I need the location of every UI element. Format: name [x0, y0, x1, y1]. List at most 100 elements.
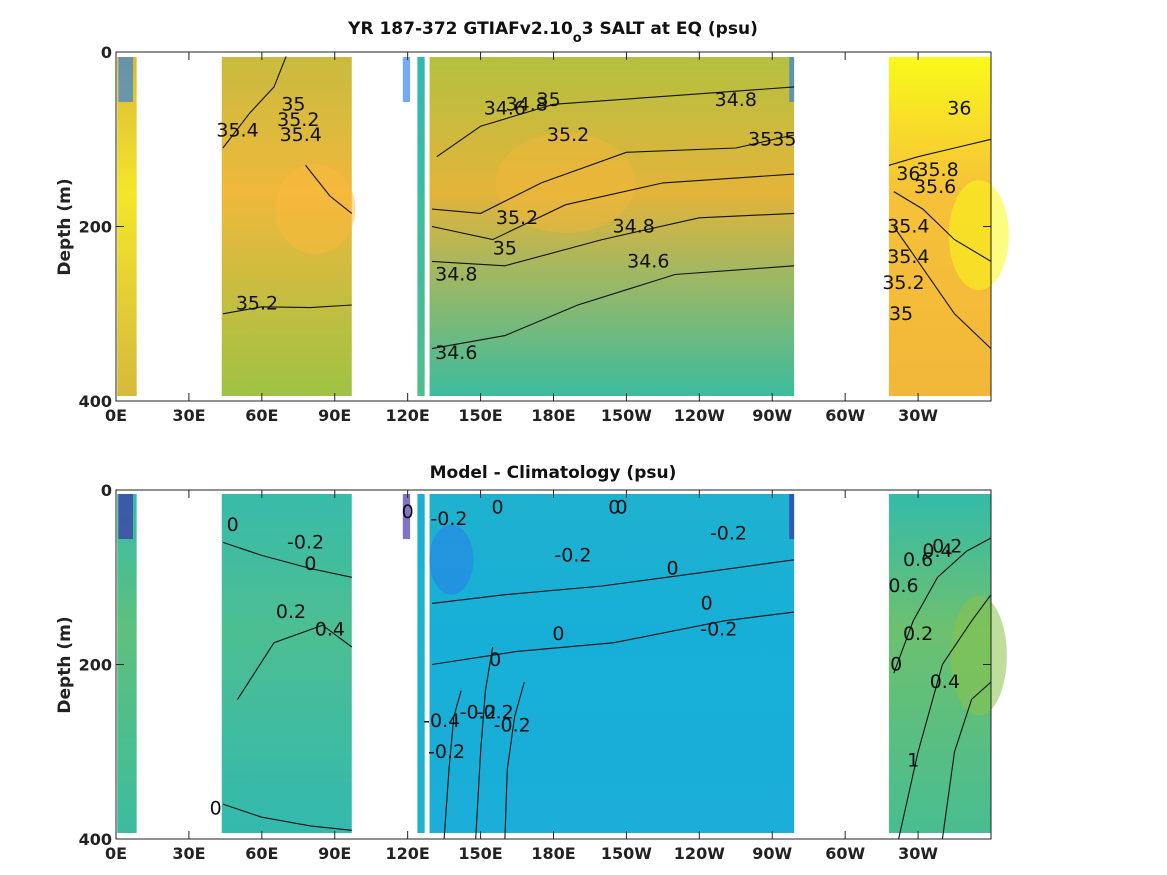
salinity-max-core [948, 180, 1009, 291]
contour-label: 0 [667, 558, 679, 580]
surface-accent [789, 494, 795, 539]
difference-contours [222, 537, 992, 840]
contour-label: 35.4 [887, 216, 929, 238]
y-tick-label: 400 [79, 392, 112, 411]
contour-label: 35.6 [914, 176, 956, 198]
contour-line [431, 559, 795, 604]
difference-ylabel: Depth (m) [55, 616, 75, 713]
x-tick-label: 60E [245, 406, 278, 425]
contour-label: 35.2 [547, 124, 589, 146]
contour-label: 0.6 [903, 549, 933, 571]
contour-label: 0 [402, 501, 414, 523]
x-tick-label: 180E [531, 844, 575, 863]
contour-label: -0.2 [494, 715, 531, 737]
x-tick-label: 120E [386, 844, 430, 863]
contour-label: 35 [493, 237, 517, 259]
contour-label: 34.6 [627, 250, 669, 272]
x-tick-label: 60E [245, 844, 278, 863]
y-tick-label: 200 [79, 218, 112, 237]
x-tick-label: 60W [825, 844, 865, 863]
contour-line [475, 646, 494, 840]
contour-line [431, 212, 795, 267]
x-tick-label: 150E [458, 844, 502, 863]
contour-label: 0.4 [315, 619, 345, 641]
x-tick-label: 30W [898, 844, 938, 863]
x-tick-label: 30W [898, 406, 938, 425]
contour-label: 0.6 [888, 575, 918, 597]
x-tick-label: 30E [172, 406, 205, 425]
x-tick-label: 120W [674, 406, 725, 425]
x-tick-label: 120E [386, 406, 430, 425]
anomaly-min-core [429, 524, 474, 595]
x-tick-label: 90E [318, 406, 351, 425]
basin-field [417, 494, 425, 833]
x-tick-label: 30E [172, 844, 205, 863]
contour-label: 34.8 [435, 263, 477, 285]
contour-label: 0 [492, 496, 504, 518]
x-tick-label: 90E [318, 844, 351, 863]
contour-label: 0 [304, 553, 316, 575]
contour-label: 0 [890, 654, 902, 676]
difference-y-ticks: 0 200 400 [79, 481, 991, 849]
x-tick-label: 150E [458, 406, 502, 425]
x-tick-label: 60W [825, 406, 865, 425]
basin-field [429, 57, 795, 396]
contour-label: 34.6 [484, 98, 526, 120]
contour-label: -0.2 [477, 701, 514, 723]
contour-line [222, 541, 352, 578]
contour-label: 0 [210, 797, 222, 819]
contour-label: -0.2 [710, 523, 747, 545]
x-tick-label: 120W [674, 844, 725, 863]
contour-label: 35.8 [916, 159, 958, 181]
contour-label: 34.8 [715, 89, 757, 111]
x-tick-label: 0E [105, 844, 127, 863]
basin-field [117, 494, 137, 833]
basin-field [429, 494, 795, 833]
contour-label: 35.2 [496, 207, 538, 229]
surface-accent [402, 494, 411, 539]
contour-line [237, 624, 353, 700]
x-tick-label: 150W [601, 406, 652, 425]
contour-line [888, 138, 992, 166]
contour-label: -0.2 [554, 544, 591, 566]
contour-label: 0 [701, 592, 713, 614]
contour-label: 35.2 [236, 292, 278, 314]
contour-label: 35 [537, 89, 561, 111]
x-tick-label: 0E [105, 406, 127, 425]
contour-label: 35 [281, 93, 305, 115]
contour-label: 0 [552, 623, 564, 645]
anomaly-max-core [950, 595, 1007, 716]
contour-label: 34.8 [613, 216, 655, 238]
basin-field [221, 494, 352, 833]
contour-line [893, 537, 992, 674]
y-tick-label: 400 [79, 830, 112, 849]
salinity-field [117, 57, 1009, 396]
contour-line [893, 226, 992, 349]
x-tick-label: 90W [752, 844, 792, 863]
contour-line [893, 191, 992, 262]
contour-label: -0.2 [287, 531, 324, 553]
contour-line [305, 165, 353, 214]
basin-field [417, 57, 425, 396]
contour-label: 35 [889, 303, 913, 325]
difference-field [117, 494, 1007, 833]
contour-label: 0.2 [276, 601, 306, 623]
contour-label: 1 [907, 749, 919, 771]
difference-contour-labels: 0-0.200.20.40 -0.20-0.200-0.2000-0.20-0.4… [210, 496, 963, 819]
contour-label: 36 [947, 98, 971, 120]
x-tick-label: 90W [752, 406, 792, 425]
difference-panel-title: Model - Climatology (psu) [430, 463, 677, 483]
x-tick-label: 150W [601, 844, 652, 863]
contour-label: -0.2 [460, 701, 497, 723]
surface-accent [789, 57, 795, 102]
salinity-contours [222, 56, 992, 350]
contour-line [431, 173, 795, 241]
contour-label: 36 [896, 163, 920, 185]
x-tick-label: 180E [531, 406, 575, 425]
contour-label: 0.2 [903, 623, 933, 645]
surface-accent [118, 494, 134, 539]
contour-line [222, 56, 287, 149]
salinity-x-ticks: 0E 30E 60E 90E 120E 150E 180E 150W 120W 90W 60W 30W [105, 52, 938, 425]
contour-line [504, 681, 525, 840]
